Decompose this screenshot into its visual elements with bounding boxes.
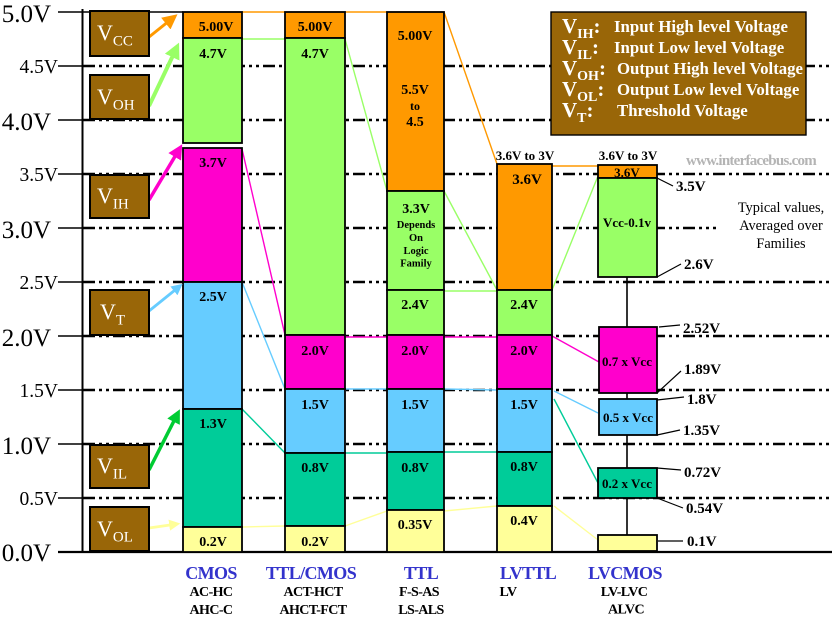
svg-text:1.89V: 1.89V: [684, 362, 721, 378]
svg-text:CMOS: CMOS: [185, 563, 237, 583]
svg-text:AHC-C: AHC-C: [190, 603, 233, 618]
svg-text:0.2 x Vcc: 0.2 x Vcc: [602, 476, 652, 491]
svg-text:2.6V: 2.6V: [684, 257, 714, 273]
svg-text:5.5V: 5.5V: [401, 83, 429, 98]
svg-text:F-S-AS: F-S-AS: [399, 585, 440, 600]
svg-text:3.5V: 3.5V: [20, 165, 58, 186]
svg-text:4.7V: 4.7V: [199, 47, 227, 62]
svg-text:0.8V: 0.8V: [401, 461, 429, 476]
svg-text:2.5V: 2.5V: [20, 273, 58, 294]
svg-text:0.7 x Vcc: 0.7 x Vcc: [602, 354, 652, 369]
svg-text:0.1V: 0.1V: [687, 534, 717, 550]
svg-text:0.5V: 0.5V: [20, 489, 58, 510]
svg-text:4.0V: 4.0V: [2, 109, 51, 136]
svg-text:2.4V: 2.4V: [510, 298, 538, 313]
svg-text:0.2V: 0.2V: [199, 535, 227, 550]
svg-text:LVTTL: LVTTL: [500, 563, 557, 583]
svg-text:Families: Families: [756, 236, 806, 252]
svg-text:1.8V: 1.8V: [687, 392, 717, 408]
svg-text:Input High level Voltage: Input High level Voltage: [614, 17, 788, 36]
svg-text:5.0V: 5.0V: [2, 1, 51, 28]
svg-text:0.8V: 0.8V: [301, 461, 329, 476]
svg-text:Input Low level Voltage: Input Low level Voltage: [614, 38, 785, 57]
svg-text:2.0V: 2.0V: [510, 344, 538, 359]
svg-text:Typical values,: Typical values,: [738, 200, 824, 216]
svg-text:2.0V: 2.0V: [2, 325, 51, 352]
svg-text:0.8V: 0.8V: [510, 460, 538, 475]
svg-text:4.5V: 4.5V: [20, 57, 58, 78]
svg-text:TTL/CMOS: TTL/CMOS: [266, 563, 357, 583]
svg-text:www.interfacebus.com: www.interfacebus.com: [686, 153, 817, 169]
svg-text:ACT-HCT: ACT-HCT: [283, 585, 343, 600]
svg-text:1.3V: 1.3V: [199, 417, 227, 432]
svg-text:1.5V: 1.5V: [401, 398, 429, 413]
svg-text:Output High level Voltage: Output High level Voltage: [617, 59, 804, 78]
svg-text:2.4V: 2.4V: [401, 298, 429, 313]
svg-text:LV: LV: [500, 585, 517, 600]
svg-text:LS-ALS: LS-ALS: [398, 603, 444, 618]
svg-text:0.72V: 0.72V: [684, 465, 721, 481]
svg-text:0.4V: 0.4V: [510, 514, 538, 529]
svg-text:2.5V: 2.5V: [199, 290, 227, 305]
svg-text:4.7V: 4.7V: [301, 47, 329, 62]
svg-text:2.0V: 2.0V: [401, 344, 429, 359]
svg-text:0.0V: 0.0V: [2, 540, 51, 567]
svg-text:1.5V: 1.5V: [20, 381, 58, 402]
svg-text:3.6V: 3.6V: [512, 172, 542, 188]
svg-text:On: On: [409, 233, 423, 244]
svg-text:3.0V: 3.0V: [2, 217, 51, 244]
svg-text:3.6V to 3V: 3.6V to 3V: [496, 148, 555, 163]
svg-text:3.6V to 3V: 3.6V to 3V: [599, 148, 658, 163]
svg-text:Family: Family: [400, 259, 432, 270]
svg-text:3.6V: 3.6V: [614, 165, 640, 180]
svg-text:Threshold Voltage: Threshold Voltage: [617, 101, 748, 120]
svg-text:2.0V: 2.0V: [301, 344, 329, 359]
svg-text:LVCMOS: LVCMOS: [588, 563, 662, 583]
svg-text:LV-LVC: LV-LVC: [601, 585, 648, 600]
svg-text:1.5V: 1.5V: [510, 398, 538, 413]
svg-text:AC-HC: AC-HC: [190, 585, 233, 600]
svg-text:2.52V: 2.52V: [683, 321, 720, 337]
svg-text:ALVC: ALVC: [608, 603, 644, 618]
svg-text:5.00V: 5.00V: [398, 29, 433, 44]
svg-text:0.5 x Vcc: 0.5 x Vcc: [603, 410, 653, 425]
svg-text:1.5V: 1.5V: [301, 398, 329, 413]
svg-text:Vcc-0.1v: Vcc-0.1v: [603, 215, 652, 230]
svg-text:Logic: Logic: [403, 246, 428, 257]
svg-text:3.5V: 3.5V: [676, 179, 706, 195]
svg-text:AHCT-FCT: AHCT-FCT: [279, 603, 347, 618]
svg-text:3.3V: 3.3V: [402, 202, 430, 217]
svg-text:VOH:: VOH:: [562, 56, 606, 84]
svg-text:TTL: TTL: [404, 563, 439, 583]
svg-text:0.54V: 0.54V: [686, 501, 723, 517]
svg-text:0.35V: 0.35V: [398, 518, 433, 533]
svg-text:5.00V: 5.00V: [199, 20, 234, 35]
svg-text:Depends: Depends: [397, 220, 436, 231]
svg-text:1.0V: 1.0V: [2, 433, 51, 460]
svg-text:Averaged over: Averaged over: [739, 218, 823, 234]
svg-text:4.5: 4.5: [406, 115, 424, 130]
svg-text:to: to: [410, 99, 420, 113]
svg-text:Output Low level Voltage: Output Low level Voltage: [617, 80, 800, 99]
svg-text:5.00V: 5.00V: [298, 20, 333, 35]
svg-text:0.2V: 0.2V: [301, 535, 329, 550]
svg-text:3.7V: 3.7V: [199, 156, 227, 171]
svg-text:1.35V: 1.35V: [683, 423, 720, 439]
